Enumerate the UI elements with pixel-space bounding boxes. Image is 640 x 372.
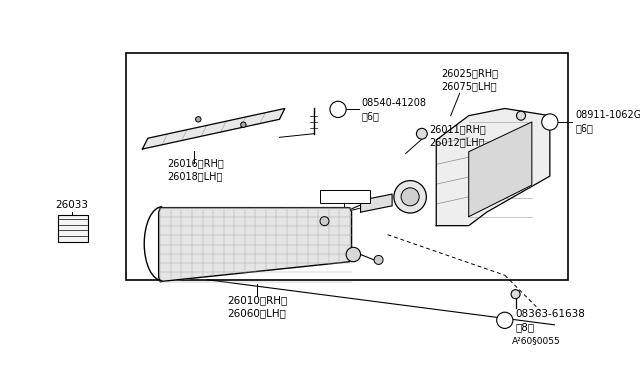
Circle shape bbox=[541, 114, 558, 130]
Circle shape bbox=[241, 122, 246, 127]
Circle shape bbox=[516, 111, 525, 120]
Polygon shape bbox=[468, 122, 532, 217]
Text: N: N bbox=[547, 118, 553, 126]
Bar bbox=[58, 215, 88, 242]
Circle shape bbox=[417, 128, 428, 139]
Circle shape bbox=[346, 247, 360, 262]
Circle shape bbox=[320, 217, 329, 226]
Text: A²60§0055: A²60§0055 bbox=[512, 337, 561, 346]
Circle shape bbox=[394, 180, 426, 213]
Text: 26011（RH）
26012（LH）: 26011（RH） 26012（LH） bbox=[429, 124, 486, 147]
Text: 08540-41208
（6）: 08540-41208 （6） bbox=[362, 98, 426, 121]
Circle shape bbox=[374, 256, 383, 264]
Text: 08911-1062G
（6）: 08911-1062G （6） bbox=[575, 110, 640, 134]
Text: 08363-61638
（8）: 08363-61638 （8） bbox=[516, 309, 586, 332]
Text: S: S bbox=[502, 316, 508, 325]
Circle shape bbox=[330, 101, 346, 118]
Text: S: S bbox=[335, 105, 341, 114]
Bar bbox=[320, 190, 369, 203]
Text: 26010（RH）
26060（LH）: 26010（RH） 26060（LH） bbox=[227, 295, 287, 318]
Text: 26033: 26033 bbox=[56, 200, 88, 210]
Text: 26016（RH）
26018（LH）: 26016（RH） 26018（LH） bbox=[167, 158, 223, 182]
Polygon shape bbox=[436, 109, 550, 226]
Bar bbox=[126, 52, 568, 280]
Circle shape bbox=[511, 290, 520, 299]
Polygon shape bbox=[360, 194, 392, 212]
Text: 26025（RH）
26075（LH）: 26025（RH） 26075（LH） bbox=[442, 68, 499, 91]
Circle shape bbox=[497, 312, 513, 328]
Polygon shape bbox=[143, 109, 285, 149]
Circle shape bbox=[196, 116, 201, 122]
Polygon shape bbox=[159, 208, 351, 282]
Circle shape bbox=[401, 188, 419, 206]
Text: 26011A: 26011A bbox=[326, 191, 363, 201]
